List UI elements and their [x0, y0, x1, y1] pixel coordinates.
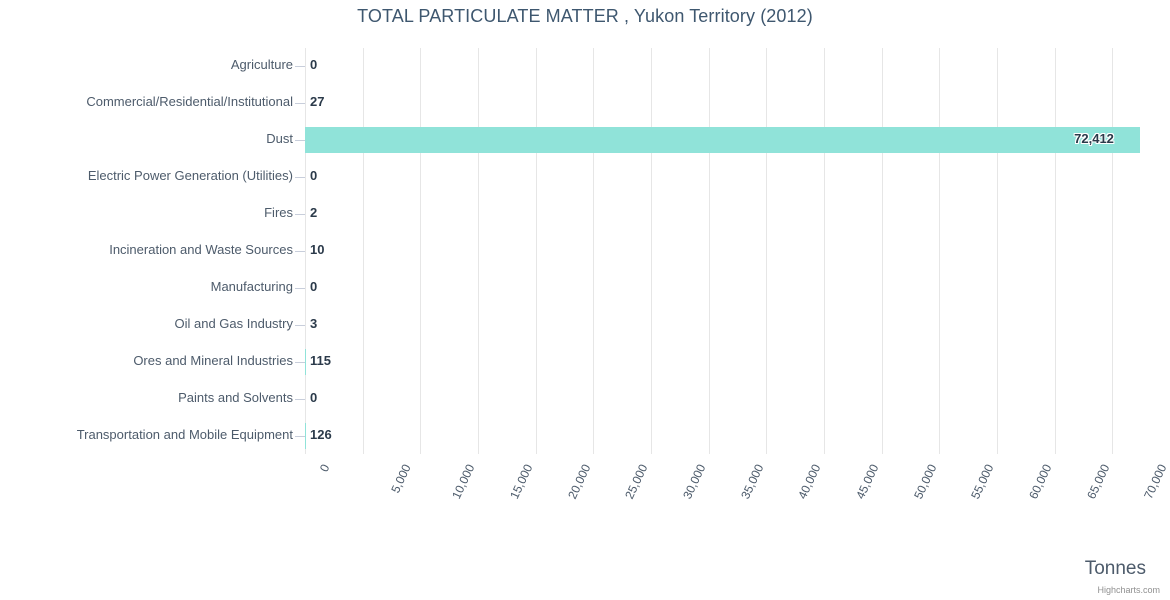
x-axis-tick-label: 45,000: [853, 462, 882, 502]
category-label: Fires: [264, 205, 293, 221]
gridline: [708, 48, 710, 454]
y-axis-tick: [295, 288, 305, 289]
gridline: [593, 48, 595, 454]
bar-value-label: 3: [310, 315, 318, 331]
x-axis-tick-label: 15,000: [507, 462, 536, 502]
category-label: Commercial/Residential/Institutional: [86, 94, 293, 110]
gridline: [478, 48, 479, 454]
category-label: Manufacturing: [210, 278, 293, 294]
x-axis-title: Tonnes: [1084, 558, 1146, 579]
y-axis-tick: [295, 251, 305, 252]
gridline: [1054, 48, 1056, 454]
y-axis-tick: [295, 140, 305, 141]
bar-value-label: 0: [310, 278, 318, 294]
category-label: Agriculture: [230, 57, 293, 73]
gridline: [824, 48, 825, 454]
y-axis-tick: [295, 325, 305, 326]
x-axis-tick-label: 35,000: [737, 462, 767, 502]
x-axis-tick-label: 10,000: [449, 462, 478, 502]
bar[interactable]: [305, 348, 307, 375]
gridline: [535, 48, 537, 454]
x-axis-tick-label: 20,000: [564, 462, 594, 502]
category-label: Ores and Mineral Industries: [133, 352, 293, 368]
bar-value-label: 72,412: [1074, 131, 1114, 147]
gridline: [362, 48, 364, 454]
gridline: [997, 48, 998, 454]
y-axis-category-labels: Agriculture Commercial/Residential/Instit…: [0, 0, 293, 600]
bar-value-label: 0: [310, 389, 318, 405]
y-axis-tick: [295, 66, 305, 67]
x-axis-tick-label: 50,000: [910, 462, 940, 502]
y-axis-tick: [295, 177, 305, 178]
gridline: [881, 48, 883, 454]
gridline: [1112, 48, 1114, 454]
x-axis-tick-label: 60,000: [1026, 462, 1055, 502]
chart-title: TOTAL PARTICULATE MATTER , Yukon Territo…: [357, 6, 813, 26]
bar-value-label: 10: [310, 242, 325, 257]
y-axis-tick: [295, 103, 305, 104]
x-axis-tick-label: 55,000: [968, 462, 997, 502]
gridline: [420, 48, 422, 454]
x-axis-tick-label: 40,000: [795, 462, 824, 502]
bar-value-label: 2: [310, 205, 318, 221]
gridline: [651, 48, 652, 454]
category-label: Transportation and Mobile Equipment: [76, 426, 293, 442]
x-axis-tick-label: 25,000: [622, 462, 651, 502]
x-axis-tick-label: 70,000: [1141, 462, 1170, 502]
bar-value-label: 115: [310, 352, 331, 368]
category-label: Electric Power Generation (Utilities): [87, 168, 293, 184]
y-axis-tick: [295, 436, 305, 437]
x-axis-tick-label: 30,000: [680, 462, 709, 502]
y-axis-tick: [295, 214, 305, 215]
bar-value-label: 126: [310, 426, 332, 442]
bar[interactable]: [305, 422, 307, 449]
x-axis-tick-label: 5,000: [387, 462, 414, 496]
gridline: [305, 48, 306, 454]
category-label: Incineration and Waste Sources: [109, 242, 293, 257]
bar-value-label: 0: [310, 57, 318, 73]
y-axis-tick: [295, 362, 305, 363]
plot-gridlines: [305, 48, 1170, 454]
x-axis-tick-label: 65,000: [1083, 462, 1113, 502]
x-axis-tick-label: 0: [316, 462, 333, 474]
bar-value-label: 27: [310, 94, 325, 110]
gridline: [939, 48, 941, 454]
category-label: Paints and Solvents: [178, 389, 293, 405]
bar-value-label: 0: [310, 168, 318, 184]
category-label: Dust: [266, 131, 293, 147]
category-label: Oil and Gas Industry: [174, 315, 294, 331]
gridline: [766, 48, 768, 454]
y-axis-tick: [295, 399, 305, 400]
highcharts-credit: Highcharts.com: [1097, 585, 1160, 595]
bar[interactable]: [305, 127, 1141, 154]
